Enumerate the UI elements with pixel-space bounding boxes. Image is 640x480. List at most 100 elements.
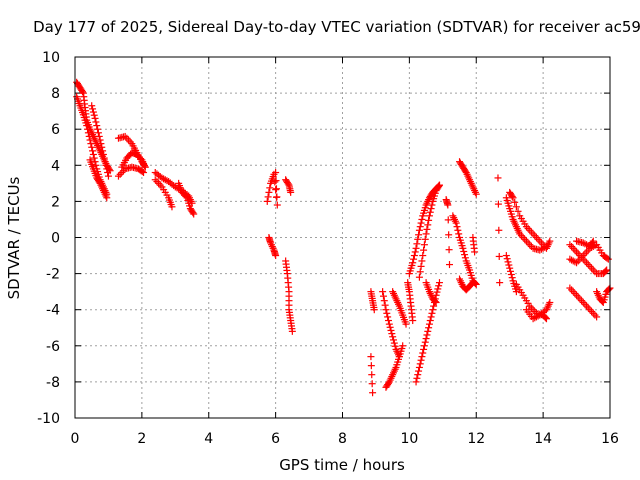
data-point: [420, 342, 428, 350]
data-point: [273, 193, 281, 201]
x-tick-label: 16: [601, 431, 619, 447]
data-point: [153, 178, 161, 186]
data-point: [155, 179, 163, 187]
data-point: [502, 252, 510, 260]
data-point: [434, 285, 442, 293]
data-point: [527, 228, 535, 236]
data-point: [591, 311, 599, 319]
data-point: [370, 306, 378, 314]
data-point: [413, 240, 421, 248]
data-point: [581, 300, 589, 308]
data-point: [125, 136, 132, 144]
data-point: [512, 203, 520, 211]
y-tick-label: 0: [51, 231, 60, 247]
data-point: [284, 180, 292, 188]
data-point: [99, 147, 107, 155]
data-point: [507, 267, 515, 275]
data-point: [524, 239, 532, 247]
data-point: [386, 323, 394, 331]
plot-frame: [74, 56, 611, 419]
x-tick-label: 0: [71, 431, 80, 447]
y-axis-label: SDTVAR / TECUs: [5, 176, 23, 299]
data-point: [509, 194, 517, 202]
data-point: [369, 389, 377, 397]
data-point: [417, 262, 425, 270]
data-point: [95, 132, 103, 140]
data-point: [88, 143, 96, 151]
data-point: [273, 201, 281, 209]
data-point: [583, 248, 591, 256]
data-point: [427, 205, 435, 213]
data-point: [433, 288, 441, 296]
series-arc-ac: [469, 234, 479, 256]
data-point: [591, 268, 599, 276]
data-point: [409, 259, 417, 267]
series-arc-af: [506, 188, 554, 252]
data-point: [589, 309, 597, 317]
x-tick-label: 10: [400, 431, 418, 447]
x-tick-label: 4: [204, 431, 213, 447]
data-point: [508, 274, 516, 282]
data-point: [91, 114, 99, 122]
data-point: [287, 188, 295, 196]
data-point: [451, 215, 459, 223]
data-point: [504, 258, 512, 266]
data-point: [402, 320, 410, 328]
data-point: [461, 167, 469, 175]
data-point: [604, 255, 612, 263]
data-point: [435, 282, 443, 290]
data-point: [86, 136, 94, 144]
data-point: [531, 232, 539, 240]
data-point: [89, 150, 97, 158]
series-arc-ab: [456, 158, 480, 198]
data-point: [445, 231, 453, 239]
data-point: [168, 203, 176, 211]
data-point: [391, 342, 399, 350]
data-point: [593, 313, 601, 321]
y-tick-label: 6: [51, 122, 60, 138]
data-point: [367, 362, 375, 370]
series-arc-z: [449, 212, 480, 288]
data-point: [415, 273, 423, 281]
data-point: [460, 247, 468, 255]
data-point: [93, 122, 101, 130]
data-point: [581, 250, 589, 258]
data-point: [412, 244, 420, 252]
y-tick-label: 4: [51, 158, 60, 174]
data-point: [603, 266, 611, 274]
data-point: [288, 327, 296, 335]
data-point: [123, 134, 131, 142]
data-point: [424, 221, 432, 229]
series-arc-d: [86, 156, 111, 202]
data-point: [368, 380, 376, 388]
data-point: [435, 183, 443, 191]
data-point: [416, 223, 424, 231]
data-point: [416, 268, 424, 276]
data-point: [601, 268, 609, 276]
data-point: [414, 235, 422, 243]
data-point: [379, 292, 387, 300]
data-point: [140, 169, 148, 177]
x-tick-label: 6: [271, 431, 280, 447]
y-tick-label: 2: [51, 194, 60, 210]
data-point: [534, 235, 542, 243]
data-point: [435, 181, 443, 189]
data-point: [589, 237, 597, 245]
data-point: [418, 215, 426, 223]
series-arc-o: [367, 288, 378, 314]
data-point: [271, 178, 279, 186]
data-point: [423, 331, 431, 339]
data-point: [461, 254, 469, 262]
data-point: [272, 186, 280, 194]
data-point: [390, 339, 398, 347]
series-arc-x: [422, 279, 440, 306]
data-point: [420, 345, 428, 353]
data-point: [272, 185, 280, 193]
data-point: [574, 293, 582, 301]
x-tick-label: 8: [338, 431, 347, 447]
data-point: [571, 258, 579, 266]
data-point: [92, 161, 100, 169]
data-point: [102, 161, 110, 169]
data-point: [579, 298, 587, 306]
